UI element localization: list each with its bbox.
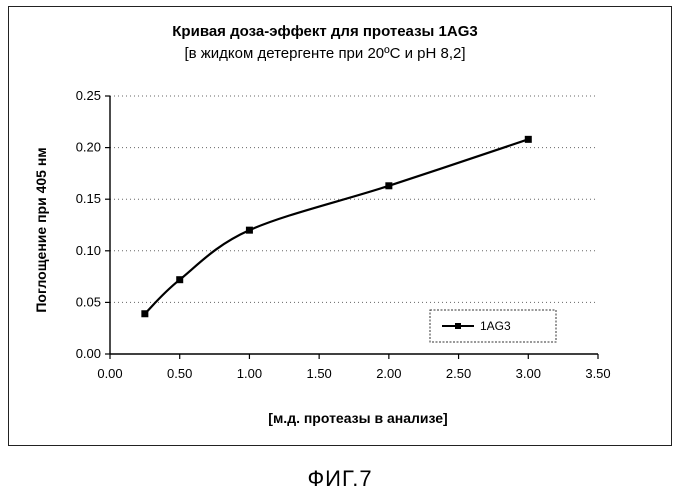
legend: 1AG3 (430, 310, 556, 342)
y-tick-label: 0.00 (76, 346, 101, 361)
chart-title: Кривая доза-эффект для протеазы 1AG3 (172, 23, 477, 40)
legend-marker-sample (455, 323, 461, 329)
y-tick-labels: 0.00 0.05 0.10 0.15 0.20 0.25 (76, 88, 101, 361)
data-point (385, 182, 392, 189)
series-layer (141, 136, 531, 317)
gridlines (110, 96, 598, 302)
y-tick-label: 0.10 (76, 243, 101, 258)
y-tick-label: 0.05 (76, 294, 101, 309)
y-tick-label: 0.15 (76, 191, 101, 206)
x-tick-label: 2.00 (376, 366, 401, 381)
dose-response-chart: Кривая доза-эффект для протеазы 1AG3 [в … (0, 0, 680, 460)
legend-label: 1AG3 (480, 319, 511, 333)
figure-caption: ФИГ.7 (0, 466, 680, 492)
x-tick-label: 0.50 (167, 366, 192, 381)
data-point (525, 136, 532, 143)
x-axis-title: [м.д. протеазы в анализе] (268, 410, 447, 426)
series-line-1AG3 (145, 139, 528, 313)
data-point (176, 276, 183, 283)
data-point (141, 310, 148, 317)
chart-subtitle: [в жидком детергенте при 20ºC и pH 8,2] (184, 45, 465, 62)
x-tick-label: 3.00 (516, 366, 541, 381)
y-tick-label: 0.20 (76, 140, 101, 155)
x-tick-label: 1.50 (306, 366, 331, 381)
y-axis-title: Поглощение при 405 нм (33, 147, 49, 312)
data-point (246, 227, 253, 234)
x-tick-label: 0.00 (97, 366, 122, 381)
x-tick-labels: 0.00 0.50 1.00 1.50 2.00 2.50 3.00 3.50 (97, 366, 610, 381)
x-tick-label: 1.00 (237, 366, 262, 381)
y-tick-label: 0.25 (76, 88, 101, 103)
x-tick-label: 2.50 (446, 366, 471, 381)
x-tick-label: 3.50 (585, 366, 610, 381)
